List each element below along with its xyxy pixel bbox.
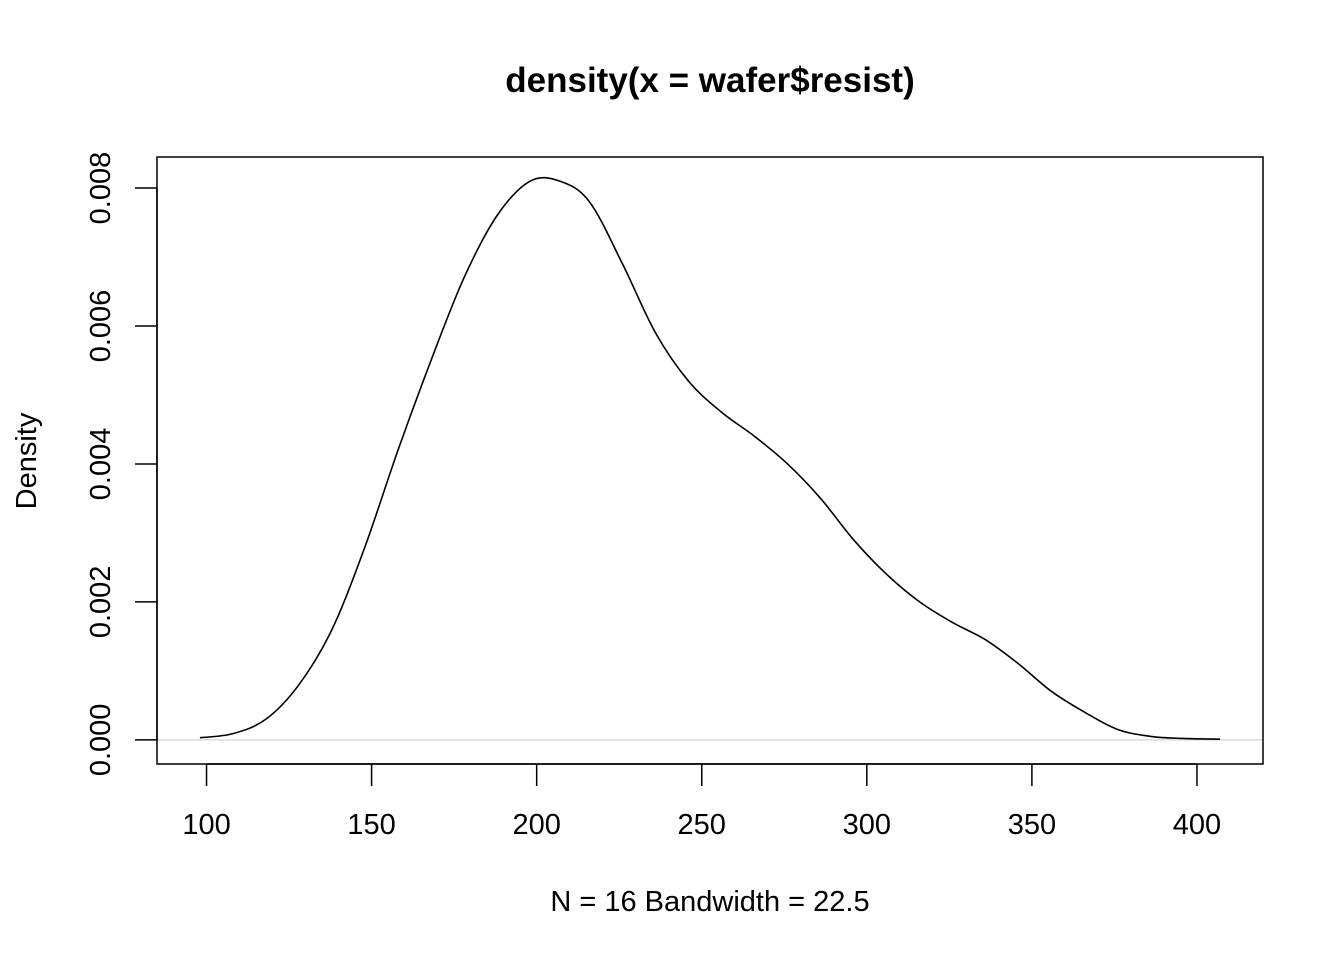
x-tick-label: 250 xyxy=(678,809,726,841)
density-curve xyxy=(199,176,1221,740)
x-axis: 100 150 200 250 300 350 400 xyxy=(182,763,1221,841)
x-tick-label: 400 xyxy=(1173,809,1221,841)
y-tick-label: 0.000 xyxy=(85,704,117,777)
y-tick-label: 0.004 xyxy=(85,428,117,501)
x-tick-label: 350 xyxy=(1008,809,1056,841)
x-tick-label: 300 xyxy=(843,809,891,841)
x-axis-label: N = 16 Bandwidth = 22.5 xyxy=(550,886,869,918)
y-axis-label: Density xyxy=(11,412,43,509)
y-tick-label: 0.006 xyxy=(85,290,117,363)
plot-frame xyxy=(156,156,1264,765)
x-tick-label: 150 xyxy=(347,809,395,841)
y-tick-label: 0.002 xyxy=(85,566,117,639)
chart-title: density(x = wafer$resist) xyxy=(505,61,915,100)
x-tick-label: 100 xyxy=(182,809,230,841)
y-axis: 0.000 0.002 0.004 0.006 0.008 xyxy=(85,152,158,777)
y-tick-label: 0.008 xyxy=(85,152,117,225)
x-tick-label: 200 xyxy=(512,809,560,841)
